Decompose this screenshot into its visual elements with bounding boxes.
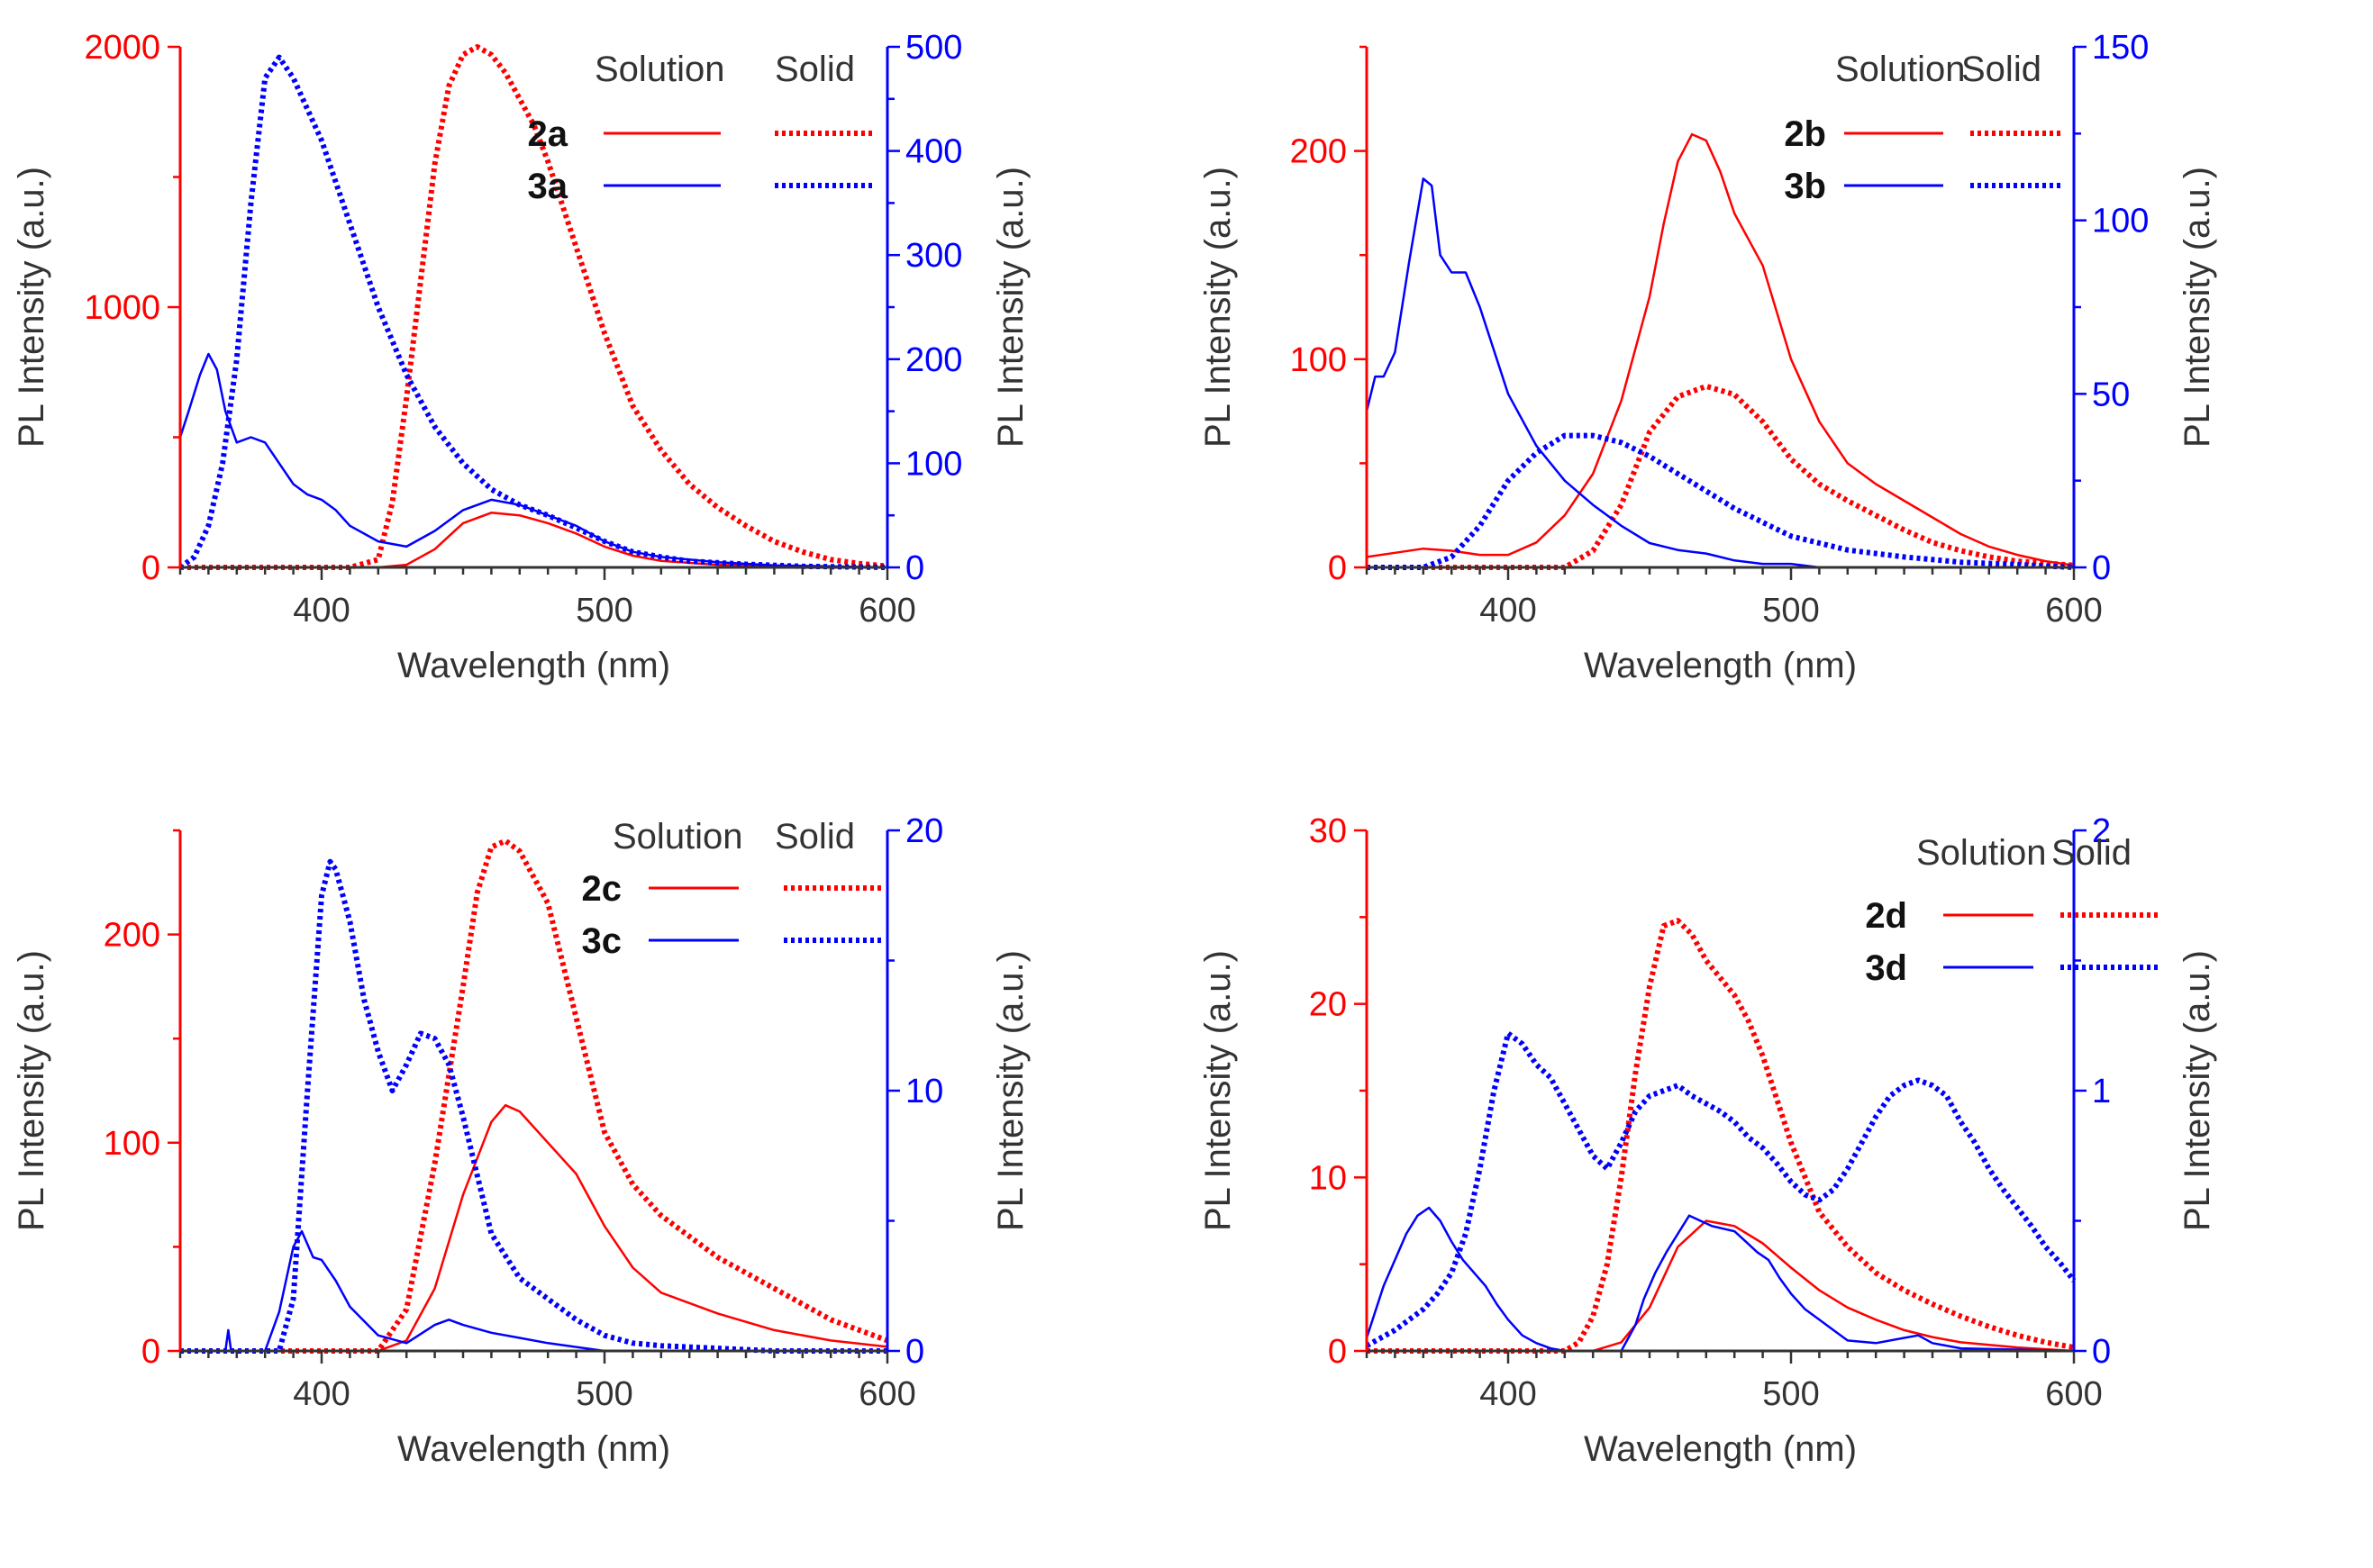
- legend-label-3c: 3c: [582, 921, 623, 961]
- x-tick-label: 400: [293, 592, 350, 630]
- right-y-tick-label: 100: [905, 445, 962, 483]
- chart-panel-2d-3d: 400 500 600 Wavelength (nm) 0 10 20 30 0 1 2 PL Int…: [1186, 784, 2373, 1567]
- x-tick-label: 600: [859, 592, 915, 630]
- x-axis-title: Wavelength (nm): [1584, 646, 1857, 685]
- chart-panel-2a-3a: 400 500 600 Wavelength (nm) 0 1000 2000 0 100 200…: [0, 0, 1186, 784]
- chart-svg-2c-3c: 400 500 600 Wavelength (nm) 0 100 200 0 10 20 PL I…: [12, 812, 1031, 1469]
- left-y-axis-title: PL Intensity (a.u.): [12, 167, 51, 448]
- x-tick-label: 400: [1479, 592, 1536, 630]
- right-y-tick-label: 50: [2092, 376, 2130, 413]
- x-tick-label: 600: [2045, 1375, 2102, 1413]
- x-tick-label: 400: [1479, 1375, 1536, 1413]
- right-y-tick-label: 0: [2092, 549, 2111, 587]
- x-axis-title: Wavelength (nm): [397, 1429, 670, 1469]
- series-line-2a-solid: [180, 44, 888, 570]
- chart-svg-2a-3a: 400 500 600 Wavelength (nm) 0 1000 2000 0 100 200…: [12, 29, 1031, 685]
- legend-header-solid: Solid: [1961, 50, 2041, 89]
- right-y-axis-title: PL Intensity (a.u.): [2178, 167, 2217, 448]
- right-y-axis-title: PL Intensity (a.u.): [991, 167, 1031, 448]
- left-y-tick-label: 30: [1309, 812, 1347, 850]
- legend-label-2b: 2b: [1784, 114, 1826, 154]
- legend-header-solution: Solution: [595, 50, 725, 89]
- right-y-tick-label: 100: [2092, 203, 2149, 240]
- right-y-axis-title: PL Intensity (a.u.): [991, 950, 1031, 1231]
- left-y-tick-label: 0: [1328, 1333, 1347, 1371]
- left-y-tick-label: 0: [1328, 549, 1347, 587]
- legend-label-3b: 3b: [1784, 167, 1826, 206]
- legend-header-solid: Solid: [2051, 833, 2132, 873]
- x-axis-title: Wavelength (nm): [397, 646, 670, 685]
- left-y-tick-label: 20: [1309, 986, 1347, 1024]
- x-tick-label: 600: [859, 1375, 915, 1413]
- chart-svg-2d-3d: 400 500 600 Wavelength (nm) 0 10 20 30 0 1 2 PL Int…: [1198, 812, 2217, 1469]
- x-tick-label: 400: [293, 1375, 350, 1413]
- right-y-tick-label: 300: [905, 237, 962, 275]
- right-y-tick-label: 2: [2092, 812, 2111, 850]
- series-line-2a-solution: [180, 512, 888, 569]
- chart-panel-2b-3b: 400 500 600 Wavelength (nm) 0 100 200 0 50 100 150…: [1186, 0, 2373, 784]
- right-y-axis-title: PL Intensity (a.u.): [2178, 950, 2217, 1231]
- chart-panel-2c-3c: 400 500 600 Wavelength (nm) 0 100 200 0 10 20 PL I…: [0, 784, 1186, 1567]
- series-line-2b-solution: [1366, 132, 2075, 566]
- left-y-tick-label: 1000: [84, 289, 160, 327]
- series-line-2c-solid: [180, 838, 889, 1354]
- left-y-tick-label: 200: [1290, 133, 1347, 171]
- left-y-tick-label: 100: [1290, 341, 1347, 379]
- legend-label-2d: 2d: [1865, 896, 1907, 936]
- x-axis-title: Wavelength (nm): [1584, 1429, 1857, 1469]
- legend-header-solid: Solid: [775, 50, 855, 89]
- legend-header-solution: Solution: [613, 817, 743, 857]
- chart-svg-2b-3b: 400 500 600 Wavelength (nm) 0 100 200 0 50 100 150…: [1198, 29, 2217, 685]
- x-tick-label: 500: [1762, 1375, 1819, 1413]
- series-line-2d-solution: [1367, 1219, 2075, 1353]
- series-line-3c-solid: [180, 858, 887, 1354]
- series-line-3d-solid: [1365, 1030, 2077, 1348]
- series-line-2d-solid: [1367, 918, 2075, 1354]
- left-y-tick-label: 2000: [84, 29, 160, 67]
- legend-label-2c: 2c: [582, 869, 623, 909]
- left-y-tick-label: 10: [1309, 1159, 1347, 1197]
- series-line-3b-solid: [1367, 432, 2075, 570]
- left-y-axis-title: PL Intensity (a.u.): [1198, 950, 1238, 1231]
- right-y-tick-label: 0: [905, 549, 924, 587]
- series-line-3d-solution: [1365, 1206, 2075, 1353]
- left-y-axis-title: PL Intensity (a.u.): [1198, 167, 1238, 448]
- series-line-2b-solid: [1367, 383, 2075, 570]
- legend-label-2a: 2a: [528, 114, 568, 154]
- x-tick-label: 600: [2045, 592, 2102, 630]
- left-y-axis-title: PL Intensity (a.u.): [12, 950, 51, 1231]
- left-y-tick-label: 0: [141, 549, 160, 587]
- right-y-tick-label: 200: [905, 341, 962, 379]
- right-y-tick-label: 20: [905, 812, 943, 850]
- left-y-tick-label: 0: [141, 1333, 160, 1371]
- series-line-3a-solid: [178, 54, 888, 570]
- left-y-tick-label: 100: [104, 1125, 160, 1163]
- legend-header-solution: Solution: [1916, 833, 2047, 873]
- right-y-tick-label: 400: [905, 133, 962, 171]
- legend-label-3d: 3d: [1865, 948, 1907, 988]
- right-y-tick-label: 150: [2092, 29, 2149, 67]
- left-y-tick-label: 200: [104, 917, 160, 955]
- series-line-3a-solution: [178, 352, 888, 569]
- right-y-tick-label: 0: [2092, 1333, 2111, 1371]
- right-y-tick-label: 500: [905, 29, 962, 67]
- legend-label-3a: 3a: [528, 167, 568, 206]
- series-line-3b-solution: [1365, 177, 1820, 569]
- x-tick-label: 500: [576, 592, 632, 630]
- series-line-2c-solution: [180, 1103, 888, 1353]
- legend-header-solution: Solution: [1835, 50, 1966, 89]
- x-tick-label: 500: [1762, 592, 1819, 630]
- right-y-tick-label: 0: [905, 1333, 924, 1371]
- right-y-tick-label: 10: [905, 1073, 943, 1110]
- legend-header-solid: Solid: [775, 817, 855, 857]
- right-y-tick-label: 1: [2092, 1073, 2111, 1110]
- x-tick-label: 500: [576, 1375, 632, 1413]
